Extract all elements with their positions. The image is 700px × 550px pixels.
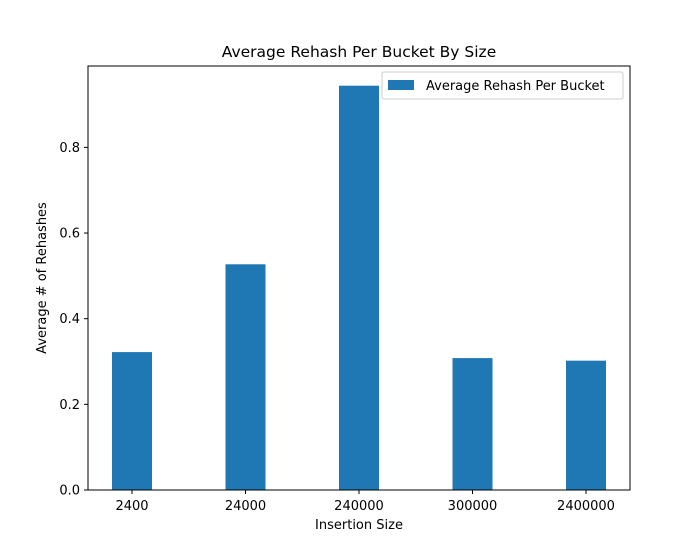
bar-2400000 bbox=[566, 360, 606, 490]
bar-300000 bbox=[452, 358, 493, 490]
y-tick-label-0.8: 0.8 bbox=[59, 141, 80, 156]
legend-swatch bbox=[388, 80, 414, 90]
x-axis: 2400 24000 240000 300000 2400000 bbox=[115, 490, 615, 514]
x-tick-label-2400: 2400 bbox=[115, 499, 148, 514]
bars-layer bbox=[112, 85, 606, 490]
y-tick-label-0.4: 0.4 bbox=[59, 312, 80, 327]
legend: Average Rehash Per Bucket bbox=[381, 71, 624, 100]
legend-label: Average Rehash Per Bucket bbox=[426, 79, 605, 94]
legend-box bbox=[381, 71, 624, 100]
y-tick-label-0.6: 0.6 bbox=[59, 227, 80, 242]
x-tick-label-2400000: 2400000 bbox=[557, 499, 615, 514]
plot-frame bbox=[87, 65, 631, 491]
x-tick-label-24000: 24000 bbox=[225, 499, 266, 514]
y-axis-label: Average # of Rehashes bbox=[35, 202, 50, 354]
x-tick-label-240000: 240000 bbox=[334, 499, 384, 514]
x-tick-label-300000: 300000 bbox=[448, 499, 498, 514]
x-axis-label: Insertion Size bbox=[315, 518, 403, 533]
y-tick-label-0.0: 0.0 bbox=[59, 484, 80, 499]
chart-title: Average Rehash Per Bucket By Size bbox=[222, 43, 496, 61]
y-axis: 0.0 0.2 0.4 0.6 0.8 bbox=[59, 141, 88, 499]
y-tick-label-0.2: 0.2 bbox=[59, 398, 80, 413]
bar-240000 bbox=[339, 85, 379, 490]
bar-2400 bbox=[112, 352, 152, 490]
bar-24000 bbox=[225, 264, 266, 490]
